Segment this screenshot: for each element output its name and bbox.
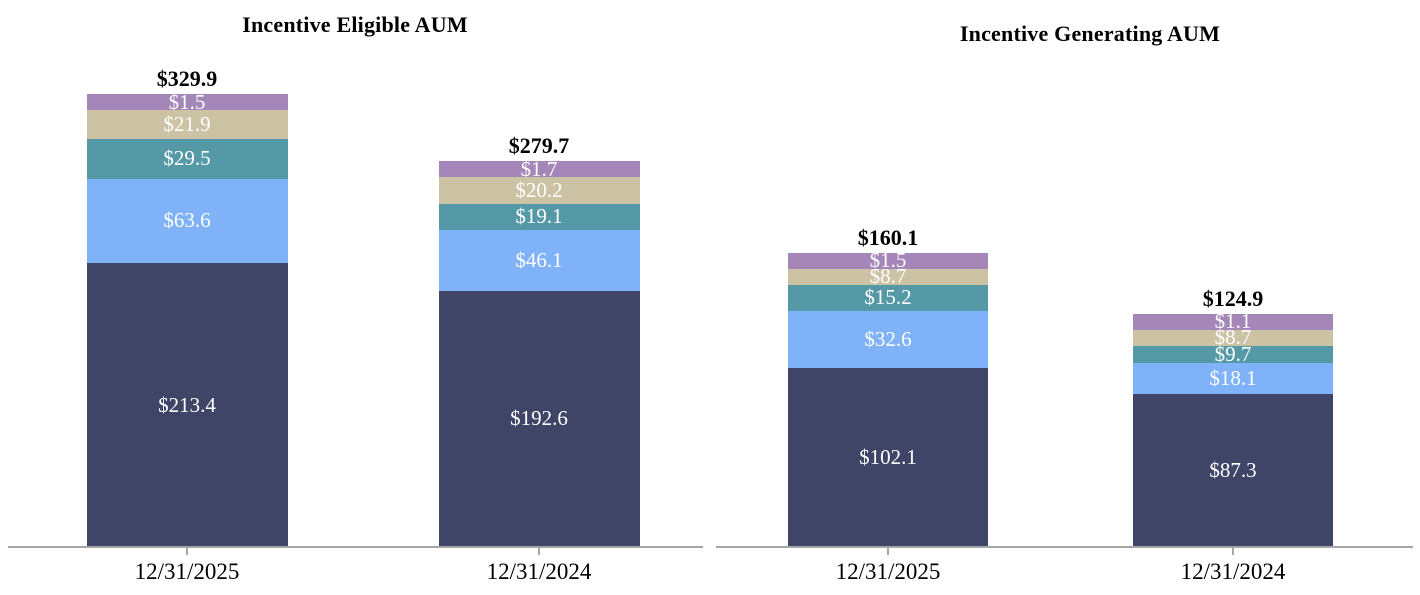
segment-value-label: $18.1 bbox=[1209, 365, 1257, 390]
bar-segment-purple: $1.5 bbox=[788, 248, 988, 273]
bar-stack: $213.4 $63.6 $29.5 $21.9 $1.5 bbox=[86, 89, 288, 547]
x-axis-category-label: 12/31/2024 bbox=[486, 559, 592, 584]
segment-value-label: $46.1 bbox=[515, 247, 563, 272]
x-axis-category-label: 12/31/2025 bbox=[134, 559, 240, 584]
segment-value-label: $21.9 bbox=[163, 112, 211, 137]
x-axis-category-label: 12/31/2025 bbox=[835, 559, 941, 584]
bar-total-label: $329.9 bbox=[156, 66, 218, 92]
bar-total-label: $124.9 bbox=[1202, 285, 1264, 311]
segment-value-label: $1.5 bbox=[168, 89, 206, 114]
bar-segment-dark-navy: $213.4 bbox=[86, 263, 288, 547]
bar-segment-tan: $8.7 bbox=[788, 264, 988, 289]
segment-value-label: $8.7 bbox=[869, 264, 907, 289]
bar-segment-teal: $19.1 bbox=[438, 204, 640, 230]
x-axis-category-label: 12/31/2024 bbox=[1180, 559, 1286, 584]
bar-total-label: $279.7 bbox=[508, 133, 570, 159]
segment-value-label: $8.7 bbox=[1214, 325, 1252, 350]
segment-value-label: $1.7 bbox=[520, 156, 558, 181]
bar-segment-tan: $21.9 bbox=[86, 110, 288, 140]
segment-value-label: $19.1 bbox=[515, 204, 563, 229]
segment-value-label: $63.6 bbox=[163, 208, 211, 233]
segment-value-label: $192.6 bbox=[510, 406, 568, 431]
segment-value-label: $102.1 bbox=[859, 445, 917, 470]
segment-value-label: $29.5 bbox=[163, 146, 211, 171]
bar-segment-tan: $8.7 bbox=[1133, 325, 1333, 350]
bar-segment-purple: $1.5 bbox=[86, 89, 288, 114]
segment-value-label: $1.1 bbox=[1214, 309, 1252, 334]
bar-segment-light-blue: $18.1 bbox=[1133, 362, 1333, 395]
bar-segment-teal: $15.2 bbox=[788, 284, 988, 312]
segment-value-label: $1.5 bbox=[869, 248, 907, 273]
x-axis-tick bbox=[538, 548, 540, 555]
x-axis-line bbox=[8, 546, 703, 548]
segment-value-label: $87.3 bbox=[1209, 458, 1257, 483]
bar-segment-light-blue: $63.6 bbox=[86, 178, 288, 264]
segment-value-label: $9.7 bbox=[1214, 341, 1252, 366]
bar-segment-teal: $29.5 bbox=[86, 139, 288, 179]
chart-title: Incentive Generating AUM bbox=[959, 21, 1221, 46]
segment-value-label: $15.2 bbox=[864, 285, 912, 310]
bar-segment-teal: $9.7 bbox=[1133, 341, 1333, 366]
segment-value-label: $213.4 bbox=[158, 392, 216, 417]
bar-total-label: $160.1 bbox=[857, 224, 919, 250]
chart-title: Incentive Eligible AUM bbox=[242, 12, 468, 37]
x-axis-tick bbox=[186, 548, 188, 555]
bar-segment-light-blue: $32.6 bbox=[788, 311, 988, 369]
bar-segment-dark-navy: $192.6 bbox=[438, 290, 640, 547]
bar-stack: $87.3 $18.1 $9.7 $8.7 $1.1 bbox=[1133, 309, 1333, 547]
segment-value-label: $20.2 bbox=[515, 178, 563, 203]
bar-stack: $192.6 $46.1 $19.1 $20.2 $1.7 bbox=[438, 156, 640, 547]
segment-value-label: $32.6 bbox=[864, 327, 912, 352]
bar-segment-dark-navy: $87.3 bbox=[1133, 394, 1333, 547]
bar-stack: $102.1 $32.6 $15.2 $8.7 $1.5 bbox=[788, 248, 988, 547]
bar-segment-dark-navy: $102.1 bbox=[788, 368, 988, 547]
bar-segment-tan: $20.2 bbox=[438, 177, 640, 205]
bar-segment-purple: $1.7 bbox=[438, 156, 640, 181]
x-axis-line bbox=[716, 546, 1413, 548]
incentive-generating-aum-chart: Incentive Generating AUM $102.1 $32.6 $15.… bbox=[710, 0, 1420, 595]
x-axis-tick bbox=[887, 548, 889, 555]
bar-segment-light-blue: $46.1 bbox=[438, 229, 640, 291]
incentive-eligible-aum-chart: Incentive Eligible AUM $213.4 $63.6 $29.5 $… bbox=[8, 12, 703, 584]
bar-segment-purple: $1.1 bbox=[1133, 309, 1333, 334]
x-axis-tick bbox=[1232, 548, 1234, 555]
